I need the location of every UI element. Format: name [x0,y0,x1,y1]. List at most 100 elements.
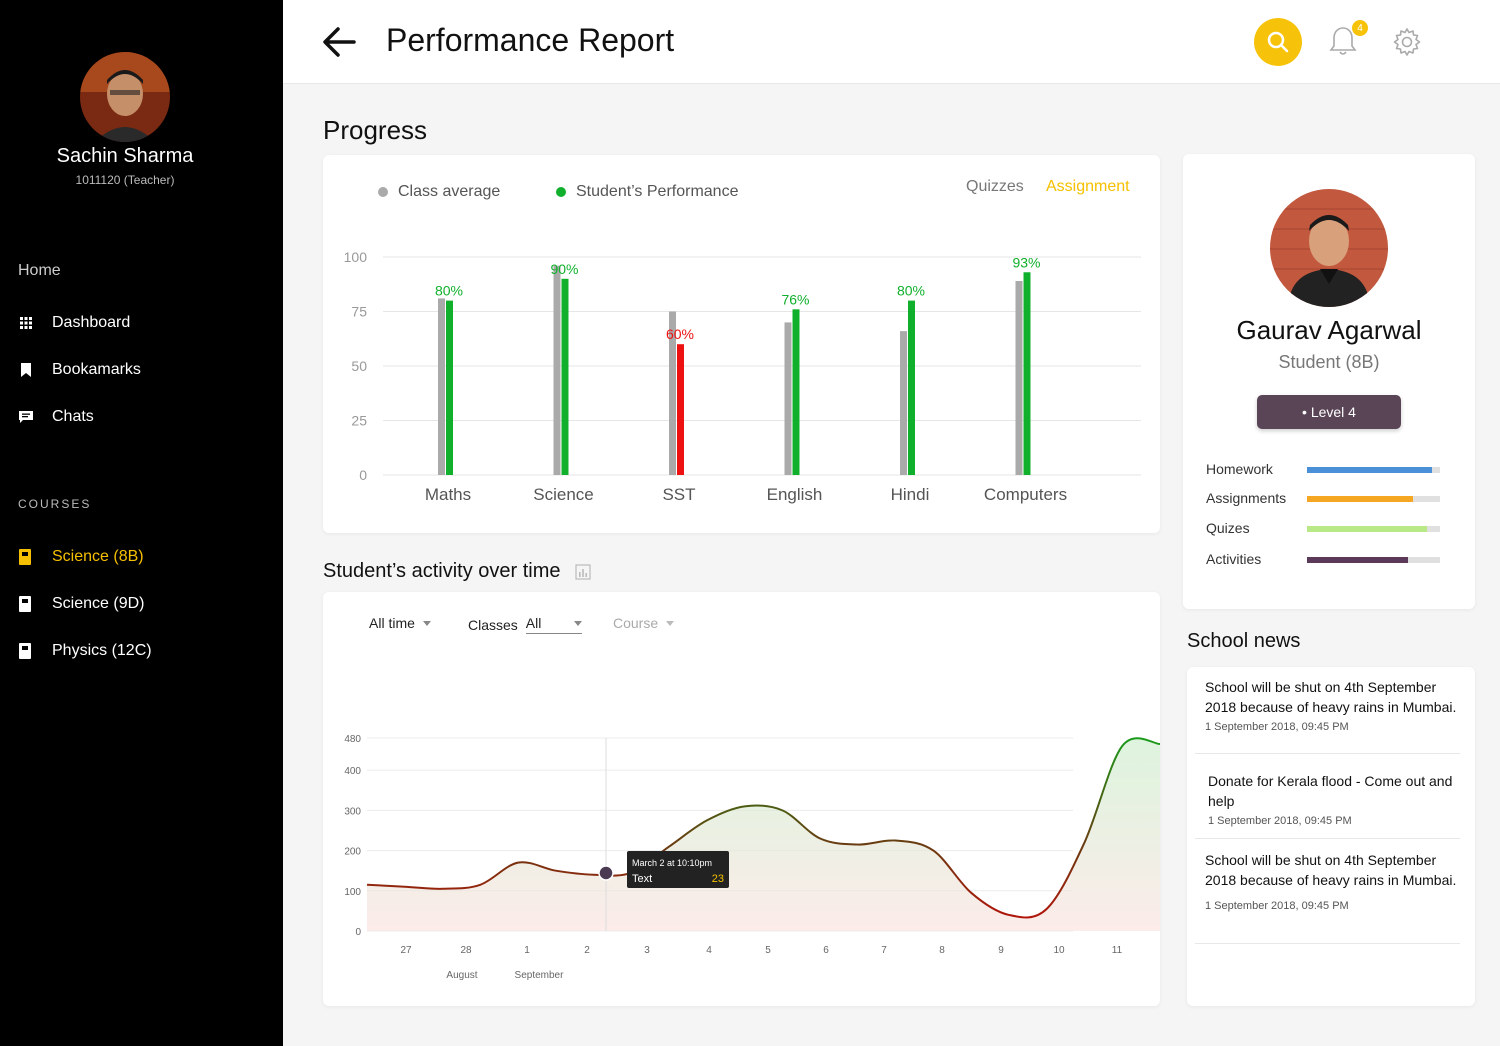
y-tick-label: 100 [344,249,368,265]
top-header: Performance Report 4 [283,0,1500,84]
classes-filter-label: Classes [468,616,518,633]
nav-dashboard-label: Dashboard [52,314,131,331]
nav-chats[interactable]: Chats [18,408,94,426]
tooltip: March 2 at 10:10pm Text 23 [627,851,729,888]
y-tick-label: 50 [351,358,367,374]
tooltip-title: March 2 at 10:10pm [632,858,712,868]
nav-dashboard[interactable]: Dashboard [18,314,130,332]
tab-assignment[interactable]: Assignment [1046,178,1130,195]
news-title: School news [1187,630,1301,652]
x-category-label: Science [533,485,593,504]
tab-quizzes[interactable]: Quizzes [966,178,1024,195]
metric-activities-bar [1307,557,1440,563]
y-tick-label: 300 [344,806,361,817]
x-tick-label: 3 [644,945,650,956]
x-tick-label: 4 [706,945,712,956]
legend-label: Student’s Performance [576,183,739,200]
news-text: Donate for Kerala flood - Come out and h… [1208,773,1453,809]
chevron-down-icon [573,620,582,626]
bookmark-icon [18,362,34,378]
bar-class-average [900,331,907,475]
x-tick-label: 7 [881,945,887,956]
x-category-label: SST [662,485,695,504]
nav-chats-label: Chats [52,408,94,425]
chart-icon[interactable] [574,563,591,580]
bar-student-performance [446,300,453,475]
x-tick-label: 8 [939,945,945,956]
student-class: Student (8B) [1278,352,1380,372]
bell-icon[interactable] [1327,24,1359,58]
y-tick-label: 0 [359,467,367,483]
legend-label: Class average [398,183,501,200]
news-text: School will be shut on 4th September 201… [1205,852,1457,888]
x-tick-label: 2 [584,945,590,956]
x-tick-label: 9 [998,945,1004,956]
legend-dot [378,187,388,197]
bar-student-performance [908,300,915,475]
metric-quizes-label: Quizes [1206,520,1250,536]
book-icon [18,643,34,659]
bar-class-average [553,265,561,475]
x-group-label: August [446,970,477,981]
news-item[interactable]: School will be shut on 4th September 201… [1195,677,1460,754]
x-tick-label: 5 [765,945,771,956]
news-text: School will be shut on 4th September 201… [1205,679,1457,715]
y-tick-label: 100 [344,887,361,898]
metric-homework-label: Homework [1206,461,1273,477]
x-group-label: September [515,970,565,981]
legend-dot [556,187,566,197]
chat-icon [18,409,34,425]
metric-fill [1307,496,1414,502]
activity-card [323,592,1160,1006]
hover-point [598,865,614,881]
page-title: Performance Report [386,22,675,58]
back-arrow-icon[interactable] [320,24,360,60]
student-avatar[interactable] [1270,189,1388,307]
nav-bookmarks[interactable]: Bookamarks [18,361,141,379]
metric-fill [1307,467,1433,473]
chevron-down-icon [422,620,431,626]
news-item[interactable]: Donate for Kerala flood - Come out and h… [1195,771,1460,839]
bar-class-average [784,322,792,475]
metric-fill [1307,557,1409,563]
x-category-label: Maths [425,485,471,504]
teacher-avatar[interactable] [80,52,170,142]
level-button[interactable]: • Level 4 [1257,395,1401,429]
bar-class-average [1015,280,1023,475]
data-label: 60% [666,326,694,342]
activity-title-row: Student’s activity over time [323,560,591,583]
x-tick-label: 10 [1053,945,1065,956]
data-label: 90% [550,261,578,277]
gear-icon[interactable] [1391,26,1423,58]
bar-student-performance [561,278,569,475]
tooltip-bg [627,851,729,888]
x-tick-label: 11 [1112,945,1123,956]
course-physics-12c[interactable]: Physics (12C) [18,642,152,660]
x-tick-label: 28 [460,945,472,956]
x-tick-label: 27 [400,945,412,956]
classes-filter-dropdown[interactable]: Classes All [468,615,582,634]
nav-home[interactable]: Home [18,262,61,279]
time-filter-label: All time [369,615,415,631]
x-tick-label: 6 [823,945,829,956]
time-filter-dropdown[interactable]: All time [369,615,431,631]
classes-select[interactable]: All [525,615,582,634]
progress-bar-chart: 100 75 50 25 0 80% Maths 90% Science 60% SST 76% Eng… [344,249,1141,504]
news-item[interactable]: School will be shut on 4th September 201… [1195,850,1460,944]
activity-line [366,737,1160,919]
bar-student-performance [1023,272,1031,475]
classes-select-value: All [525,615,542,631]
area-fill [367,738,1160,931]
course-science-8b[interactable]: Science (8B) [18,548,144,566]
student-name: Gaurav Agarwal [1236,315,1422,345]
nav-bookmarks-label: Bookamarks [52,361,141,378]
course-science-9d[interactable]: Science (9D) [18,595,144,613]
y-tick-label: 400 [344,766,361,777]
x-category-label: English [767,485,823,504]
x-category-label: Computers [984,485,1067,504]
metric-assignments-bar [1307,496,1440,502]
search-button[interactable] [1254,18,1302,66]
course-filter-dropdown[interactable]: Course [613,615,675,631]
notification-badge: 4 [1352,20,1368,36]
